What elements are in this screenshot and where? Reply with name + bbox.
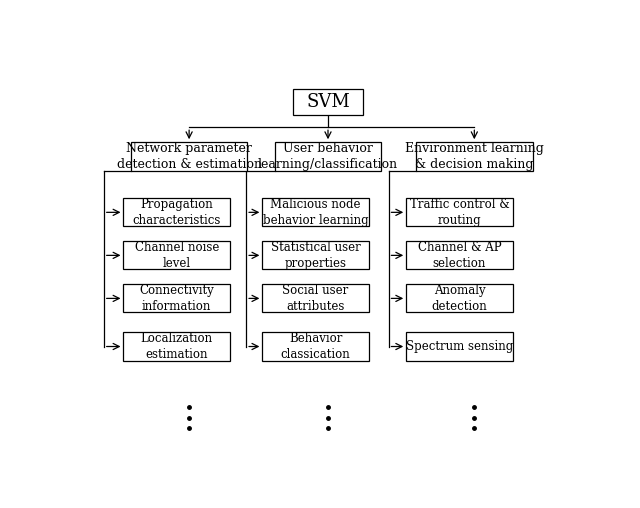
Text: Channel noise
level: Channel noise level: [134, 241, 219, 270]
Text: Malicious node
behavior learning: Malicious node behavior learning: [263, 198, 369, 227]
FancyBboxPatch shape: [131, 142, 248, 172]
FancyBboxPatch shape: [406, 284, 513, 312]
FancyBboxPatch shape: [275, 142, 381, 172]
FancyBboxPatch shape: [262, 332, 369, 361]
FancyBboxPatch shape: [124, 241, 230, 269]
FancyBboxPatch shape: [406, 198, 513, 227]
Text: Channel & AP
selection: Channel & AP selection: [418, 241, 501, 270]
FancyBboxPatch shape: [124, 284, 230, 312]
Text: Statistical user
properties: Statistical user properties: [271, 241, 360, 270]
Text: Localization
estimation: Localization estimation: [141, 332, 212, 361]
Text: Behavior
classication: Behavior classication: [281, 332, 351, 361]
FancyBboxPatch shape: [406, 332, 513, 361]
FancyBboxPatch shape: [262, 241, 369, 269]
FancyBboxPatch shape: [406, 241, 513, 269]
FancyBboxPatch shape: [293, 89, 363, 115]
Text: Spectrum sensing: Spectrum sensing: [406, 340, 513, 353]
Text: Propagation
characteristics: Propagation characteristics: [132, 198, 221, 227]
FancyBboxPatch shape: [262, 284, 369, 312]
Text: Social user
attributes: Social user attributes: [282, 284, 349, 313]
FancyBboxPatch shape: [262, 198, 369, 227]
Text: User behavior
learning/classification: User behavior learning/classification: [258, 142, 398, 171]
FancyBboxPatch shape: [416, 142, 532, 172]
Text: Environment learning
& decision making: Environment learning & decision making: [405, 142, 544, 171]
FancyBboxPatch shape: [124, 332, 230, 361]
Text: Connectivity
information: Connectivity information: [140, 284, 214, 313]
FancyBboxPatch shape: [124, 198, 230, 227]
Text: Anomaly
detection: Anomaly detection: [431, 284, 487, 313]
Text: SVM: SVM: [306, 93, 350, 111]
Text: Traffic control &
routing: Traffic control & routing: [410, 198, 509, 227]
Text: Network parameter
detection & estimation: Network parameter detection & estimation: [116, 142, 262, 171]
